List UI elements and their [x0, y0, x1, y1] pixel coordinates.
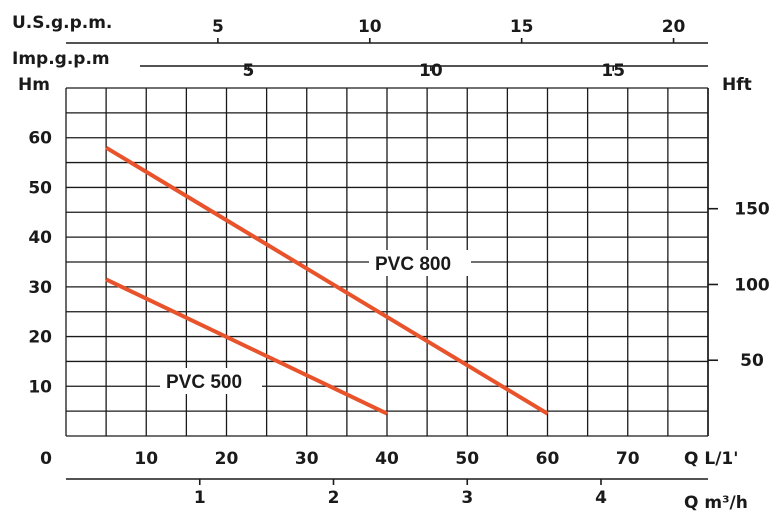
- x-tick-label: 0: [40, 449, 52, 469]
- y-tick-label: 40: [28, 228, 52, 248]
- series-label: PVC 500: [166, 372, 242, 393]
- y-tick-label: 50: [28, 178, 52, 198]
- x-tick-label: 10: [134, 449, 158, 469]
- top-imp-tick-label: 15: [601, 61, 625, 81]
- y-tick-label: 30: [28, 278, 52, 298]
- x-tick-label: 40: [375, 449, 399, 469]
- chart-series: PVC 800 PVC 500: [105, 145, 549, 416]
- y-tick-label: 20: [28, 328, 52, 348]
- top-us-axis-label: U.S.g.p.m.: [12, 13, 112, 33]
- top-imp-tick-label: 5: [242, 61, 254, 81]
- x-tick-label: 50: [455, 449, 479, 469]
- top-us-tick-label: 20: [662, 17, 686, 37]
- x-secondary-axis-unit-label: Q m³/h: [684, 493, 748, 513]
- top-us-tick-label: 15: [510, 17, 534, 37]
- x-tick-label: 30: [295, 449, 319, 469]
- x-tick-label: 60: [536, 449, 560, 469]
- y-axis-unit-label: Hm: [18, 75, 50, 95]
- right-tick-label: 150: [734, 200, 770, 220]
- bottom-secondary-tick-label: 1: [194, 488, 206, 508]
- x-tick-label: 20: [215, 449, 239, 469]
- top-us-tick-label: 10: [358, 17, 382, 37]
- chart-axes: [66, 38, 718, 485]
- series-line-pvc-800: [105, 145, 549, 416]
- bottom-secondary-tick-label: 4: [595, 488, 607, 508]
- chart-labels: U.S.g.p.m. Imp.g.p.m Hm Hft Q L/1' Q m³/…: [12, 13, 770, 513]
- series-label: PVC 800: [375, 254, 451, 275]
- right-tick-label: 50: [740, 351, 764, 371]
- y-tick-label: 60: [28, 129, 52, 149]
- right-tick-label: 100: [734, 275, 770, 295]
- series-line-pvc-500: [105, 277, 388, 416]
- top-imp-axis-label: Imp.g.p.m: [12, 49, 110, 69]
- x-tick-label: 70: [616, 449, 640, 469]
- top-us-tick-label: 5: [212, 17, 224, 37]
- x-axis-unit-label: Q L/1': [684, 449, 738, 469]
- series-label-background: [160, 368, 262, 394]
- y-tick-label: 10: [28, 377, 52, 397]
- bottom-secondary-tick-label: 3: [461, 488, 473, 508]
- series-label-background: [369, 250, 471, 276]
- right-axis-unit-label: Hft: [722, 75, 752, 95]
- bottom-secondary-tick-label: 2: [328, 488, 340, 508]
- top-imp-tick-label: 10: [419, 61, 443, 81]
